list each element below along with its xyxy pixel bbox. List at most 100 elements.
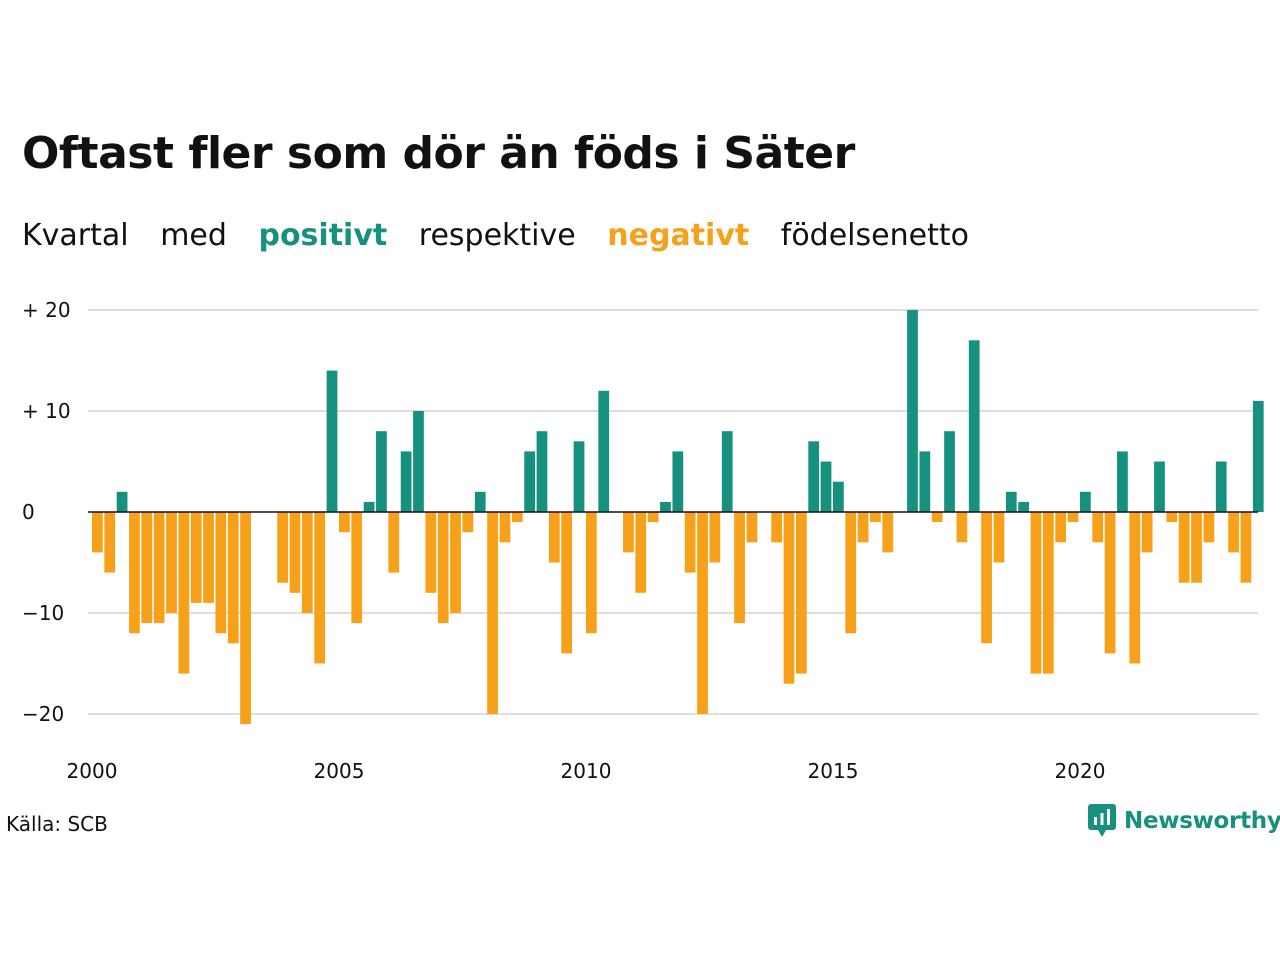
bar-positive <box>116 491 128 512</box>
y-tick-label: 0 <box>22 500 35 524</box>
subtitle-word-fodelsenetto: födelsenetto <box>780 218 969 253</box>
bar-negative <box>771 512 782 543</box>
x-tick-label: 2015 <box>808 759 859 783</box>
bar-negative <box>635 512 647 593</box>
x-tick-label: 2005 <box>314 759 365 783</box>
bar-negative <box>795 512 807 674</box>
bar-negative <box>203 512 214 603</box>
chart-subtitle: Kvartal med positivt respektive negativt… <box>22 218 991 253</box>
bar-negative <box>178 512 190 674</box>
bar-negative <box>1166 512 1178 523</box>
bar-negative <box>462 512 474 533</box>
bar-positive <box>1005 491 1017 512</box>
bar-positive <box>721 431 733 512</box>
y-tick-label: −20 <box>22 702 64 726</box>
bar-negative <box>104 512 116 573</box>
bar-negative <box>1141 512 1153 553</box>
bar-negative <box>1104 512 1116 654</box>
bar-negative <box>215 512 227 634</box>
bar-negative <box>166 512 177 613</box>
bar-negative <box>1203 512 1215 543</box>
bar-negative <box>684 512 696 573</box>
bar-positive <box>672 451 684 512</box>
bar-negative <box>1055 512 1067 543</box>
bar-negative <box>1067 512 1079 523</box>
bar-negative <box>845 512 857 634</box>
bar-chart: + 20 + 10 0 −10 −20 2000 2005 2010 2015 2020 <box>22 298 1264 783</box>
bar-negative <box>141 512 153 624</box>
bar-positive <box>400 451 412 512</box>
bar-positive <box>474 491 486 512</box>
bar-positive <box>598 390 610 512</box>
subtitle-word-med: med <box>160 218 227 253</box>
bar-negative <box>561 512 573 654</box>
subtitle-positive-label: positivt <box>258 218 388 253</box>
bar-positive <box>820 461 832 512</box>
y-tick-label: + 10 <box>22 399 71 423</box>
bar-positive <box>524 451 535 512</box>
bar-negative <box>981 512 992 644</box>
bar-positive <box>919 451 931 512</box>
bar-negative <box>190 512 202 603</box>
bar-negative <box>277 512 288 583</box>
bar-negative <box>240 512 251 725</box>
bar-positive <box>1154 461 1165 512</box>
source-note: Källa: SCB <box>6 812 108 836</box>
bar-negative <box>1178 512 1190 583</box>
bar-positive <box>326 370 338 512</box>
bar-negative <box>1240 512 1252 583</box>
bar-negative <box>697 512 708 714</box>
bar-negative <box>388 512 400 573</box>
bar-negative <box>351 512 363 624</box>
bar-positive <box>907 310 918 512</box>
bar-positive <box>376 431 387 512</box>
subtitle-negative-label: negativt <box>607 218 750 253</box>
chart-title: Oftast fler som dör än föds i Säter <box>22 128 855 179</box>
bar-negative <box>993 512 1005 563</box>
bar-negative <box>314 512 326 664</box>
subtitle-word-kvartal: Kvartal <box>22 218 129 253</box>
bar-negative <box>857 512 869 543</box>
bar-negative <box>586 512 597 634</box>
bar-negative <box>425 512 437 593</box>
bar-positive <box>968 340 980 512</box>
bar-negative <box>511 512 523 523</box>
bar-positive <box>660 501 671 512</box>
bar-negative <box>437 512 449 624</box>
bar-negative <box>92 512 103 553</box>
bar-negative <box>1129 512 1141 664</box>
bar-negative <box>301 512 313 613</box>
bar-positive <box>1252 400 1264 512</box>
brand-name: Newsworthy <box>1124 808 1280 834</box>
bar-negative <box>289 512 301 593</box>
newsworthy-logo-icon <box>1088 804 1116 837</box>
x-tick-label: 2020 <box>1055 759 1106 783</box>
bar-negative <box>227 512 239 644</box>
bar-negative <box>882 512 894 553</box>
bar-negative <box>450 512 461 613</box>
bar-negative <box>931 512 943 523</box>
bar-negative <box>487 512 498 714</box>
bar-negative <box>870 512 881 523</box>
bar-positive <box>363 501 375 512</box>
bar-negative <box>499 512 511 543</box>
bar-positive <box>413 411 424 512</box>
y-tick-label: −10 <box>22 601 64 625</box>
bar-negative <box>734 512 745 624</box>
brand-logo: Newsworthy <box>1088 804 1280 838</box>
bar-negative <box>1191 512 1202 583</box>
bar-positive <box>1018 501 1029 512</box>
bar-negative <box>339 512 350 533</box>
x-tick-label: 2010 <box>561 759 612 783</box>
subtitle-word-respektive: respektive <box>418 218 576 253</box>
bar-negative <box>1092 512 1104 543</box>
bar-negative <box>548 512 560 563</box>
y-tick-label: + 20 <box>22 298 71 322</box>
bar-negative <box>746 512 758 543</box>
bar-positive <box>1117 451 1128 512</box>
bar-negative <box>1228 512 1239 553</box>
bar-negative <box>129 512 140 634</box>
bar-positive <box>808 441 820 512</box>
bar-negative <box>783 512 795 684</box>
bar-positive <box>1215 461 1227 512</box>
